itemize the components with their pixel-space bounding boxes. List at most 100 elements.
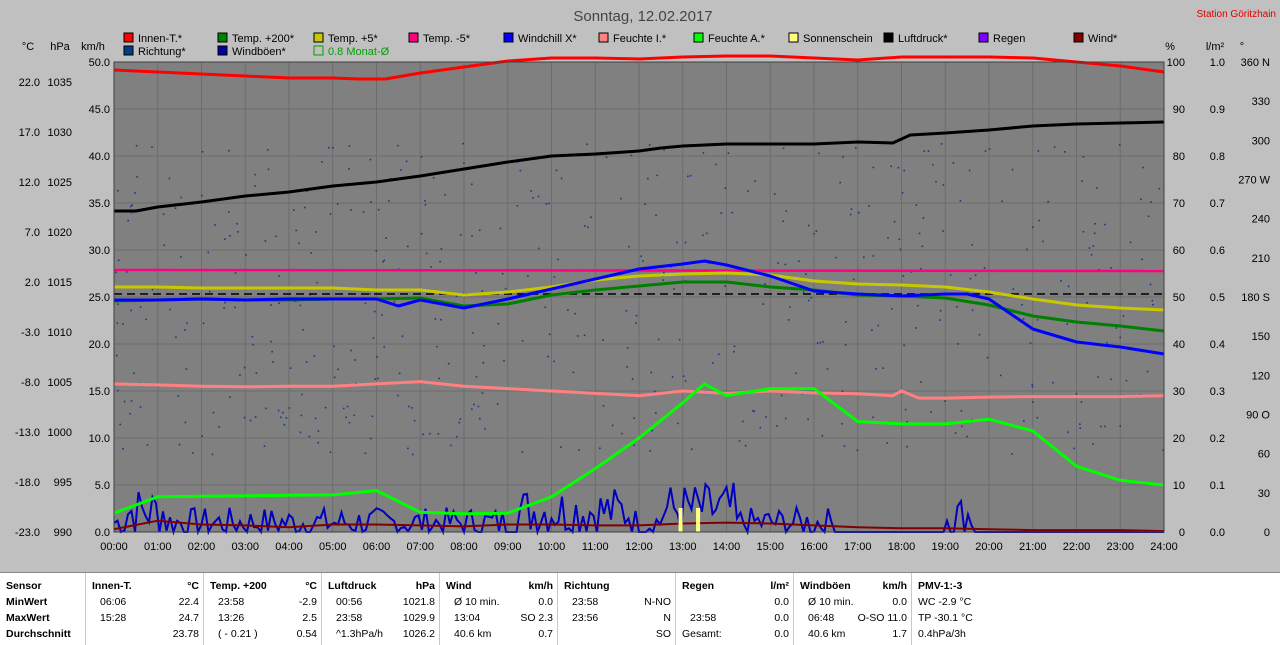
axis-tick-label: 0.0 xyxy=(95,527,110,539)
regen-header: Regen xyxy=(682,580,715,592)
direction-dot xyxy=(635,314,638,317)
direction-dot xyxy=(130,309,132,312)
direction-dot xyxy=(835,256,837,259)
direction-dot xyxy=(243,416,246,419)
direction-dot xyxy=(412,453,414,456)
richtung-avg-value: SO xyxy=(655,628,671,640)
x-tick-label: 16:00 xyxy=(800,541,828,553)
direction-dot xyxy=(478,417,481,420)
axis-unit-label: % xyxy=(1165,41,1175,53)
direction-dot xyxy=(122,447,124,450)
axis-tick-label: 0.8 xyxy=(1210,151,1225,163)
direction-dot xyxy=(382,260,384,263)
direction-dot xyxy=(503,360,505,362)
direction-dot xyxy=(411,407,413,409)
direction-dot xyxy=(234,306,236,309)
direction-dot xyxy=(184,329,186,331)
direction-dot xyxy=(690,448,693,451)
direction-dot xyxy=(785,210,788,212)
direction-dot xyxy=(602,339,604,342)
direction-dot xyxy=(1119,425,1122,427)
axis-tick-label: 0.3 xyxy=(1210,386,1225,398)
direction-dot xyxy=(762,303,765,305)
direction-dot xyxy=(1142,166,1144,169)
direction-dot xyxy=(642,260,644,262)
direction-dot xyxy=(1042,240,1044,243)
direction-dot xyxy=(1086,301,1088,304)
direction-dot xyxy=(324,406,327,409)
axis-unit-label: hPa xyxy=(50,41,70,53)
direction-dot xyxy=(673,288,675,290)
direction-dot xyxy=(145,318,147,321)
direction-dot xyxy=(478,229,481,232)
direction-dot xyxy=(954,432,957,434)
direction-dot xyxy=(687,175,689,178)
direction-dot xyxy=(1038,219,1040,222)
direction-dot xyxy=(303,206,306,209)
pmv-header: PMV-1:-3 xyxy=(918,580,963,592)
luftdruck-trend: ^1.3hPa/h xyxy=(336,628,383,640)
direction-dot xyxy=(139,306,142,308)
axis-tick-label: 50 xyxy=(1173,292,1185,304)
direction-dot xyxy=(1066,323,1069,325)
direction-dot xyxy=(162,213,165,215)
direction-dot xyxy=(369,437,372,440)
direction-dot xyxy=(133,372,135,375)
direction-dot xyxy=(795,372,797,375)
direction-dot xyxy=(381,314,383,316)
axis-tick-label: 120 xyxy=(1252,370,1270,382)
axis-tick-label: 50.0 xyxy=(89,57,110,69)
direction-dot xyxy=(117,389,119,392)
direction-dot xyxy=(1081,180,1083,182)
axis-tick-label: 0.7 xyxy=(1210,198,1225,210)
direction-dot xyxy=(449,444,452,447)
direction-dot xyxy=(178,443,181,446)
axis-tick-label: 10.0 xyxy=(89,433,110,445)
direction-dot xyxy=(931,163,934,166)
direction-dot xyxy=(254,185,256,187)
direction-dot xyxy=(621,432,623,435)
direction-dot xyxy=(224,238,226,240)
axis-tick-label: 1005 xyxy=(48,377,72,389)
direction-dot xyxy=(662,279,665,281)
x-tick-label: 11:00 xyxy=(582,541,609,553)
axis-tick-label: -8.0 xyxy=(21,377,40,389)
direction-dot xyxy=(887,237,889,239)
legend-swatch xyxy=(598,32,609,43)
direction-dot xyxy=(126,271,128,273)
direction-dot xyxy=(376,356,378,358)
direction-dot xyxy=(481,290,484,292)
direction-dot xyxy=(329,451,332,454)
chart-title: Sonntag, 12.02.2017 xyxy=(573,8,712,25)
direction-dot xyxy=(1118,144,1121,146)
direction-dot xyxy=(897,166,900,169)
direction-dot xyxy=(560,177,563,180)
direction-dot xyxy=(657,338,660,341)
direction-dot xyxy=(135,144,138,147)
direction-dot xyxy=(184,421,187,424)
direction-dot xyxy=(1036,318,1039,321)
direction-dot xyxy=(422,433,424,436)
legend-label: Richtung* xyxy=(138,46,186,58)
direction-dot xyxy=(277,409,280,412)
direction-dot xyxy=(372,337,375,339)
direction-dot xyxy=(903,169,906,172)
direction-dot xyxy=(353,414,356,417)
axis-tick-label: 1020 xyxy=(48,227,72,239)
direction-dot xyxy=(472,332,474,334)
direction-dot xyxy=(283,423,286,426)
direction-dot xyxy=(1026,248,1028,251)
direction-dot xyxy=(1125,379,1128,382)
direction-dot xyxy=(872,255,875,257)
direction-dot xyxy=(1096,293,1099,295)
direction-dot xyxy=(364,452,367,455)
statistics-table: Sensor MinWert MaxWert Durchschnitt Inne… xyxy=(0,572,1280,645)
legend-label: 0.8 Monat-Ø xyxy=(328,46,390,58)
direction-dot xyxy=(496,403,499,405)
direction-dot xyxy=(336,203,339,205)
luftdruck-avg-value: 1026.2 xyxy=(402,628,435,640)
direction-dot xyxy=(1141,258,1143,261)
direction-dot xyxy=(904,408,907,411)
innen-max-value: 24.7 xyxy=(178,612,199,624)
direction-dot xyxy=(949,274,952,276)
